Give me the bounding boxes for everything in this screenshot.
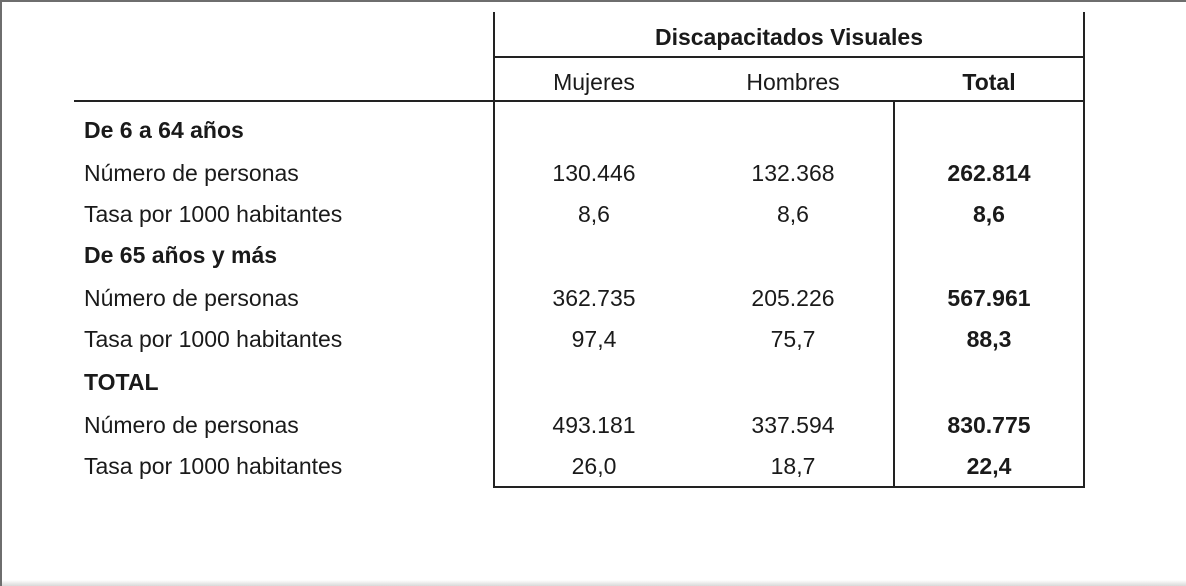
table-total-divider (893, 100, 895, 487)
cell-hombres: 337.594 (751, 412, 835, 438)
table-left-border (493, 12, 495, 487)
row-label: Tasa por 1000 habitantes (84, 201, 343, 227)
cell-mujeres: 130.446 (552, 160, 636, 186)
cell-hombres: 132.368 (751, 160, 835, 186)
row-label: Número de personas (84, 160, 299, 186)
row-label: Tasa por 1000 habitantes (84, 326, 343, 352)
cell-mujeres: 26,0 (571, 453, 617, 479)
column-header-hombres: Hombres (746, 69, 840, 95)
row-label: Tasa por 1000 habitantes (84, 453, 343, 479)
cell-total: 88,3 (966, 326, 1012, 352)
cell-hombres: 205.226 (751, 285, 835, 311)
cell-mujeres: 8,6 (578, 201, 610, 227)
row-label: Número de personas (84, 412, 299, 438)
cell-total: 567.961 (947, 285, 1031, 311)
group-header-underline (493, 56, 1085, 58)
row-label: Número de personas (84, 285, 299, 311)
section-title: TOTAL (84, 369, 159, 395)
cell-hombres: 8,6 (777, 201, 809, 227)
table-right-border (1083, 12, 1085, 487)
cell-total: 8,6 (973, 201, 1005, 227)
group-header: Discapacitados Visuales (654, 24, 924, 50)
cell-total: 830.775 (947, 412, 1031, 438)
column-header-underline (74, 100, 1085, 102)
column-header-total: Total (962, 69, 1016, 95)
cell-mujeres: 493.181 (552, 412, 636, 438)
section-title: De 6 a 64 años (84, 117, 244, 143)
cell-total: 22,4 (966, 453, 1012, 479)
cell-hombres: 75,7 (770, 326, 816, 352)
table-bottom-border (493, 486, 1085, 488)
cell-mujeres: 362.735 (552, 285, 636, 311)
cell-hombres: 18,7 (770, 453, 816, 479)
section-title: De 65 años y más (84, 242, 278, 268)
cell-total: 262.814 (947, 160, 1031, 186)
column-header-mujeres: Mujeres (553, 69, 635, 95)
cell-mujeres: 97,4 (571, 326, 617, 352)
